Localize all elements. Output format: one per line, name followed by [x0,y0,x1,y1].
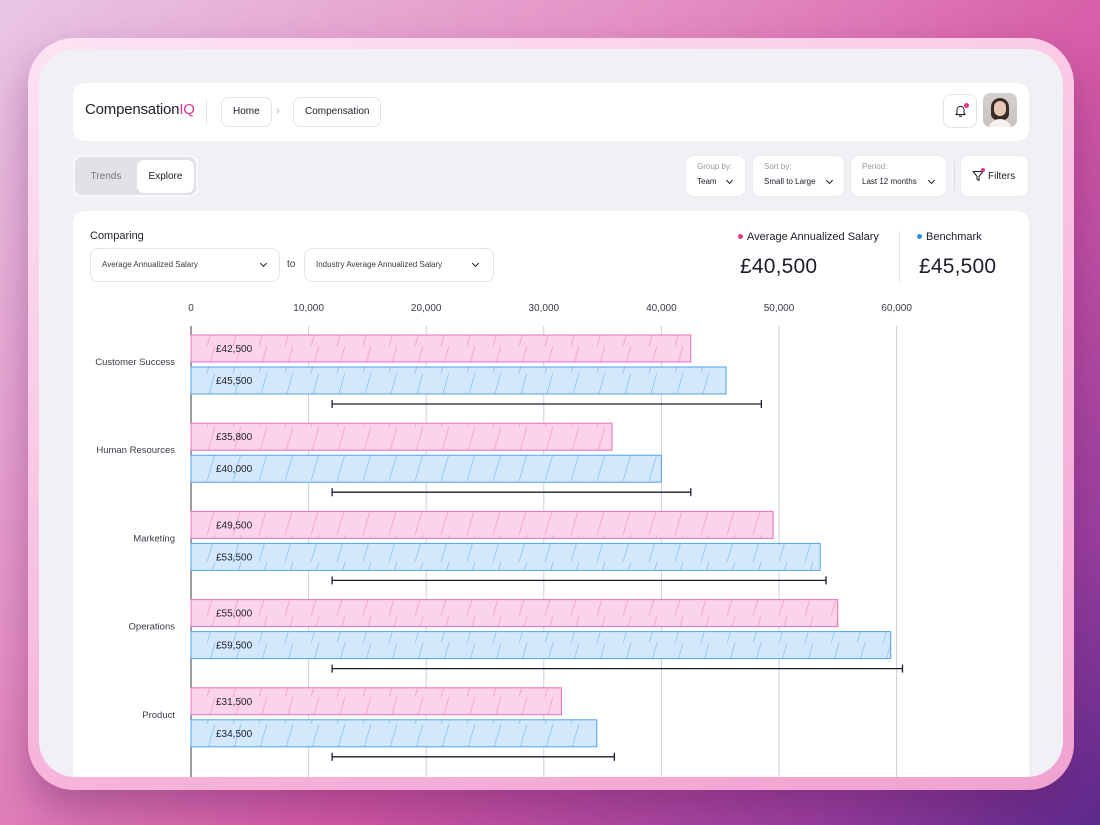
salary-summary-value: £40,500 [740,255,818,278]
metric-b-value: Industry Average Annualized Salary [316,260,443,269]
salary-bar [190,334,692,363]
bar-value-label: £35,800 [216,432,253,443]
tab-trends[interactable]: Trends [90,171,122,182]
bar-value-label: £42,500 [216,344,253,355]
bell-icon [955,105,966,118]
x-tick-label: 30,000 [529,303,560,314]
benchmark-bar [190,366,727,395]
bar-value-label: £59,500 [216,641,253,652]
sort-by-dropdown[interactable]: Sort by: Small to Large [752,155,845,197]
salary-dot-icon [738,233,743,239]
x-tick-label: 10,000 [293,303,324,314]
filter-active-dot [981,168,985,172]
bar-value-label: £55,000 [216,609,253,620]
category-label: Marketing [133,533,175,544]
x-tick-label: 0 [188,303,194,314]
filters-button[interactable]: Filters [960,155,1029,197]
bar-value-label: £31,500 [216,697,253,708]
metric-a-select[interactable]: Average Annualized Salary [90,248,280,282]
bar-value-label: £49,500 [216,520,253,531]
bar-value-label: £40,000 [216,464,253,475]
benchmark-summary-value: £45,500 [919,255,997,278]
salary-bar [190,599,839,628]
notification-dot [964,103,969,108]
logo-accent: IQ [179,101,195,118]
bar-value-label: £53,500 [216,552,253,563]
x-tick-label: 60,000 [881,303,912,314]
sort-by-label: Sort by: [764,162,792,171]
tab-explore[interactable]: Explore [137,160,194,193]
salary-bar [190,510,774,539]
device-frame: CompensationIQ Home › Compensation Trend… [28,38,1074,790]
salary-bar [190,687,562,716]
benchmark-bar [190,631,892,660]
legend-salary: Average Annualized Salary [738,231,879,243]
x-tick-label: 20,000 [411,303,442,314]
metric-b-select[interactable]: Industry Average Annualized Salary [304,248,494,282]
bar-value-label: £34,500 [216,729,253,740]
chevron-down-icon [825,176,834,185]
category-label: Human Resources [96,445,175,456]
to-label: to [287,259,296,270]
metric-a-value: Average Annualized Salary [102,260,198,269]
bar-value-label: £45,500 [216,376,253,387]
controls-divider [954,161,955,191]
legend-divider [899,231,900,283]
group-by-value: Team [697,177,717,186]
group-by-label: Group by: [697,162,733,171]
sort-by-value: Small to Large [764,177,816,186]
top-bar: CompensationIQ Home › Compensation [73,83,1029,141]
salary-bar-chart: 0 10,000 20,000 30,000 40,000 50,000 60,000 Cus… [95,303,912,777]
avatar[interactable] [983,93,1017,127]
period-dropdown[interactable]: Period: Last 12 months [850,155,947,197]
filters-label: Filters [988,171,1016,182]
view-toggle: Trends Explore [73,155,198,197]
x-tick-label: 50,000 [764,303,795,314]
x-tick-label: 40,000 [646,303,677,314]
benchmark-bar [190,542,821,571]
app-screen: CompensationIQ Home › Compensation Trend… [39,49,1063,777]
logo-text: Compensation [85,101,180,118]
category-label: Product [142,710,175,721]
notifications-button[interactable] [943,94,977,128]
legend-benchmark: Benchmark [917,231,982,243]
salary-bar [190,422,613,451]
breadcrumb-compensation[interactable]: Compensation [293,97,382,127]
period-label: Period: [862,162,888,171]
benchmark-dot-icon [917,233,922,239]
legend-salary-label: Average Annualized Salary [747,231,879,243]
comparing-label: Comparing [90,230,144,242]
legend-benchmark-label: Benchmark [926,231,982,243]
chevron-down-icon [725,176,734,185]
chevron-down-icon [927,176,936,185]
logo-divider [206,99,207,125]
category-label: Customer Success [95,357,175,368]
comparison-panel: Comparing Average Annualized Salary to I… [73,211,1029,777]
app-logo[interactable]: CompensationIQ [85,101,195,118]
benchmark-bar [190,454,662,483]
benchmark-bar [190,719,598,748]
chevron-right-icon: › [276,103,280,117]
period-value: Last 12 months [862,177,917,186]
breadcrumb-home[interactable]: Home [221,97,272,127]
category-label: Operations [129,622,176,633]
group-by-dropdown[interactable]: Group by: Team [685,155,746,197]
